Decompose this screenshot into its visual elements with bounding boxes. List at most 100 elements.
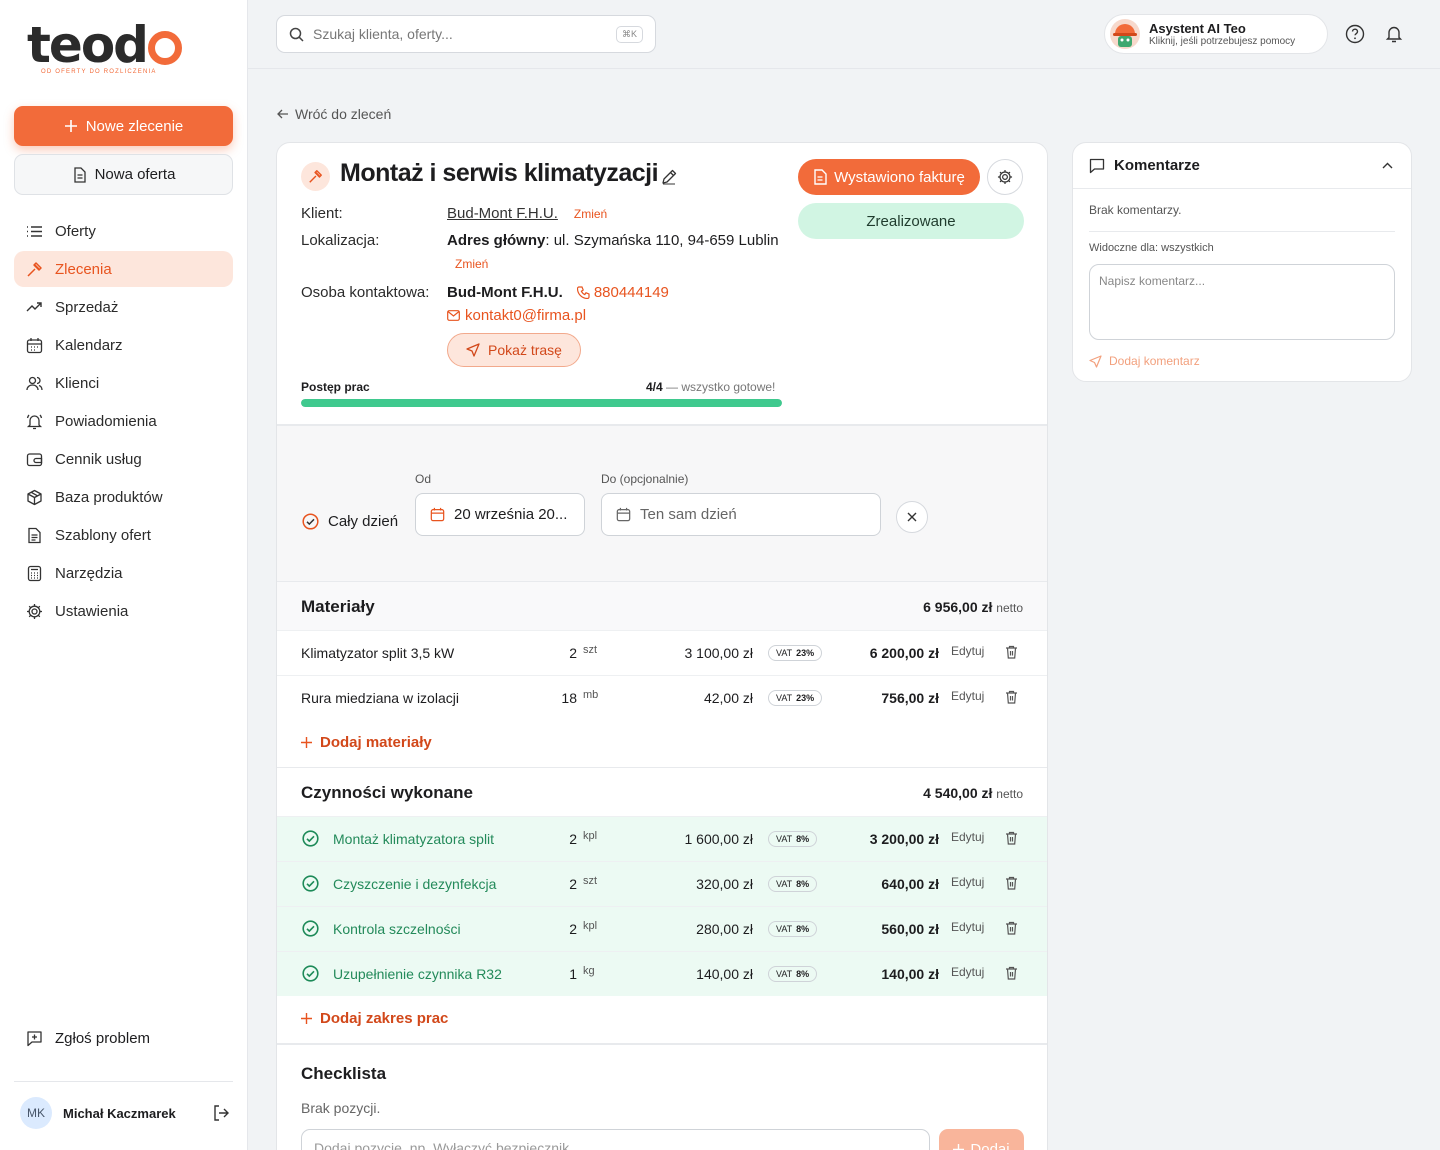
- navigation-icon: [466, 343, 480, 357]
- item-price: 320,00 zł: [696, 876, 753, 892]
- back-label: Wróć do zleceń: [295, 106, 392, 122]
- item-price: 280,00 zł: [696, 921, 753, 937]
- trash-icon[interactable]: [1005, 645, 1018, 659]
- date-to-input[interactable]: Ten sam dzień: [601, 493, 881, 536]
- edit-button[interactable]: Edytuj: [951, 965, 985, 979]
- edit-button[interactable]: Edytuj: [951, 875, 985, 889]
- add-comment-button[interactable]: Dodaj komentarz: [1089, 354, 1200, 368]
- new-order-button[interactable]: Nowe zlecenie: [14, 106, 233, 146]
- report-problem-label: Zgłoś problem: [55, 1030, 151, 1047]
- trash-icon[interactable]: [1005, 831, 1018, 845]
- table-row: Montaż klimatyzatora split 2 kpl 1 600,0…: [277, 816, 1047, 861]
- change-client-link[interactable]: Zmień: [573, 207, 608, 221]
- ai-assistant-button[interactable]: Asystent AI Teo Kliknij, jeśli potrzebuj…: [1104, 14, 1328, 54]
- mail-icon: [447, 310, 460, 321]
- bell-ring-icon: [26, 414, 43, 429]
- comments-header[interactable]: Komentarze: [1089, 157, 1200, 174]
- phone-link[interactable]: 880444149: [576, 284, 669, 301]
- works-netto: netto: [996, 787, 1023, 801]
- checklist-add-button[interactable]: Dodaj: [939, 1129, 1024, 1150]
- sidebar-item-oferty[interactable]: Oferty: [14, 213, 233, 249]
- show-route-button[interactable]: Pokaż trasę: [447, 333, 581, 367]
- works-title: Czynności wykonane: [301, 783, 473, 802]
- logout-icon[interactable]: [212, 1104, 230, 1122]
- report-problem-button[interactable]: Zgłoś problem: [26, 1030, 150, 1047]
- trash-icon[interactable]: [1005, 876, 1018, 890]
- plus-icon: [64, 120, 77, 132]
- sidebar-item-klienci[interactable]: Klienci: [14, 365, 233, 401]
- search-input[interactable]: Szukaj klienta, oferty... ⌘K: [276, 15, 656, 53]
- check-circle-icon[interactable]: [302, 920, 319, 937]
- works-total: 4 540,00 zł netto: [923, 785, 1023, 801]
- comment-textarea[interactable]: Napisz komentarz...: [1089, 264, 1395, 340]
- sidebar-item-label: Baza produktów: [55, 488, 163, 506]
- status-badge[interactable]: Zrealizowane: [798, 203, 1024, 239]
- sidebar-item-powiadomienia[interactable]: Powiadomienia: [14, 403, 233, 439]
- new-offer-button[interactable]: Nowa oferta: [14, 154, 233, 195]
- sidebar-item-ustawienia[interactable]: Ustawienia: [14, 593, 233, 629]
- change-location-link[interactable]: Zmień: [455, 257, 489, 271]
- sidebar-item-narzedzia[interactable]: Narzędzia: [14, 555, 233, 591]
- settings-button[interactable]: [987, 159, 1023, 195]
- pencil-icon[interactable]: [661, 169, 677, 185]
- bell-icon[interactable]: [1384, 24, 1404, 44]
- item-unit: szt: [583, 875, 598, 887]
- page-title: Montaż i serwis klimatyzacji: [340, 159, 659, 187]
- sidebar-item-label: Klienci: [55, 374, 100, 392]
- sidebar-item-sprzedaz[interactable]: Sprzedaż: [14, 289, 233, 325]
- all-day-label: Cały dzień: [328, 513, 399, 530]
- item-qty: 2: [569, 831, 577, 847]
- check-circle-icon[interactable]: [302, 830, 319, 847]
- logo-text: teod: [27, 16, 149, 74]
- help-icon[interactable]: [1345, 24, 1365, 44]
- sidebar-item-label: Ustawienia: [55, 602, 129, 620]
- add-work-button[interactable]: Dodaj zakres prac: [301, 1010, 448, 1027]
- sidebar-item-baza-produktow[interactable]: Baza produktów: [14, 479, 233, 515]
- vat-rate: 8%: [796, 879, 810, 889]
- vat-rate: 8%: [796, 969, 810, 979]
- sidebar-item-label: Cennik usług: [55, 450, 142, 468]
- edit-button[interactable]: Edytuj: [951, 920, 985, 934]
- edit-button[interactable]: Edytuj: [951, 689, 985, 703]
- trash-icon[interactable]: [1005, 966, 1018, 980]
- client-link[interactable]: Bud-Mont F.H.U.: [447, 205, 558, 222]
- divider: [277, 1043, 1047, 1045]
- progress-note: — wszystko gotowe!: [662, 380, 776, 394]
- sidebar-item-zlecenia[interactable]: Zlecenia: [14, 251, 233, 287]
- date-from-input[interactable]: 20 września 20...: [415, 493, 585, 536]
- new-offer-label: Nowa oferta: [94, 166, 176, 183]
- check-circle-icon[interactable]: [302, 875, 319, 892]
- edit-button[interactable]: Edytuj: [951, 830, 985, 844]
- trash-icon[interactable]: [1005, 921, 1018, 935]
- file-text-icon: [28, 527, 41, 543]
- calendar-icon: [616, 507, 631, 522]
- divider: [277, 581, 1047, 582]
- user-name: Michał Kaczmarek: [63, 1105, 176, 1121]
- add-materials-button[interactable]: Dodaj materiały: [301, 734, 432, 751]
- logo[interactable]: teod OD OFERTY DO ROZLICZENIA: [27, 20, 187, 78]
- clear-dates-button[interactable]: [896, 501, 928, 533]
- avatar[interactable]: MK: [20, 1097, 52, 1129]
- checklist-input[interactable]: Dodaj pozycję, np. Wyłączyć bezpiecznik: [301, 1129, 930, 1150]
- vat-label: VAT: [776, 834, 793, 844]
- calendar-icon: [26, 337, 43, 353]
- sidebar-item-cennik[interactable]: Cennik usług: [14, 441, 233, 477]
- trash-icon[interactable]: [1005, 690, 1018, 704]
- package-icon: [27, 489, 42, 505]
- check-circle-icon[interactable]: [302, 965, 319, 982]
- item-total: 756,00 zł: [881, 690, 939, 706]
- back-link[interactable]: Wróć do zleceń: [277, 106, 391, 122]
- edit-button[interactable]: Edytuj: [951, 644, 985, 658]
- location-label: Lokalizacja:: [301, 232, 380, 249]
- plus-icon: [301, 737, 312, 748]
- sidebar-item-kalendarz[interactable]: Kalendarz: [14, 327, 233, 363]
- email-link[interactable]: kontakt0@firma.pl: [447, 307, 586, 324]
- invoice-issued-button[interactable]: Wystawiono fakturę: [798, 159, 980, 195]
- chevron-up-icon[interactable]: [1382, 162, 1393, 169]
- item-unit: kpl: [583, 920, 598, 932]
- all-day-toggle[interactable]: Cały dzień: [302, 513, 398, 530]
- phone-number: 880444149: [593, 284, 669, 301]
- comments-visibility: Widoczne dla: wszystkich: [1089, 242, 1214, 254]
- sidebar-item-szablony[interactable]: Szablony ofert: [14, 517, 233, 553]
- sidebar-nav: Oferty Zlecenia Sprzedaż Kalendarz Klien…: [14, 213, 233, 631]
